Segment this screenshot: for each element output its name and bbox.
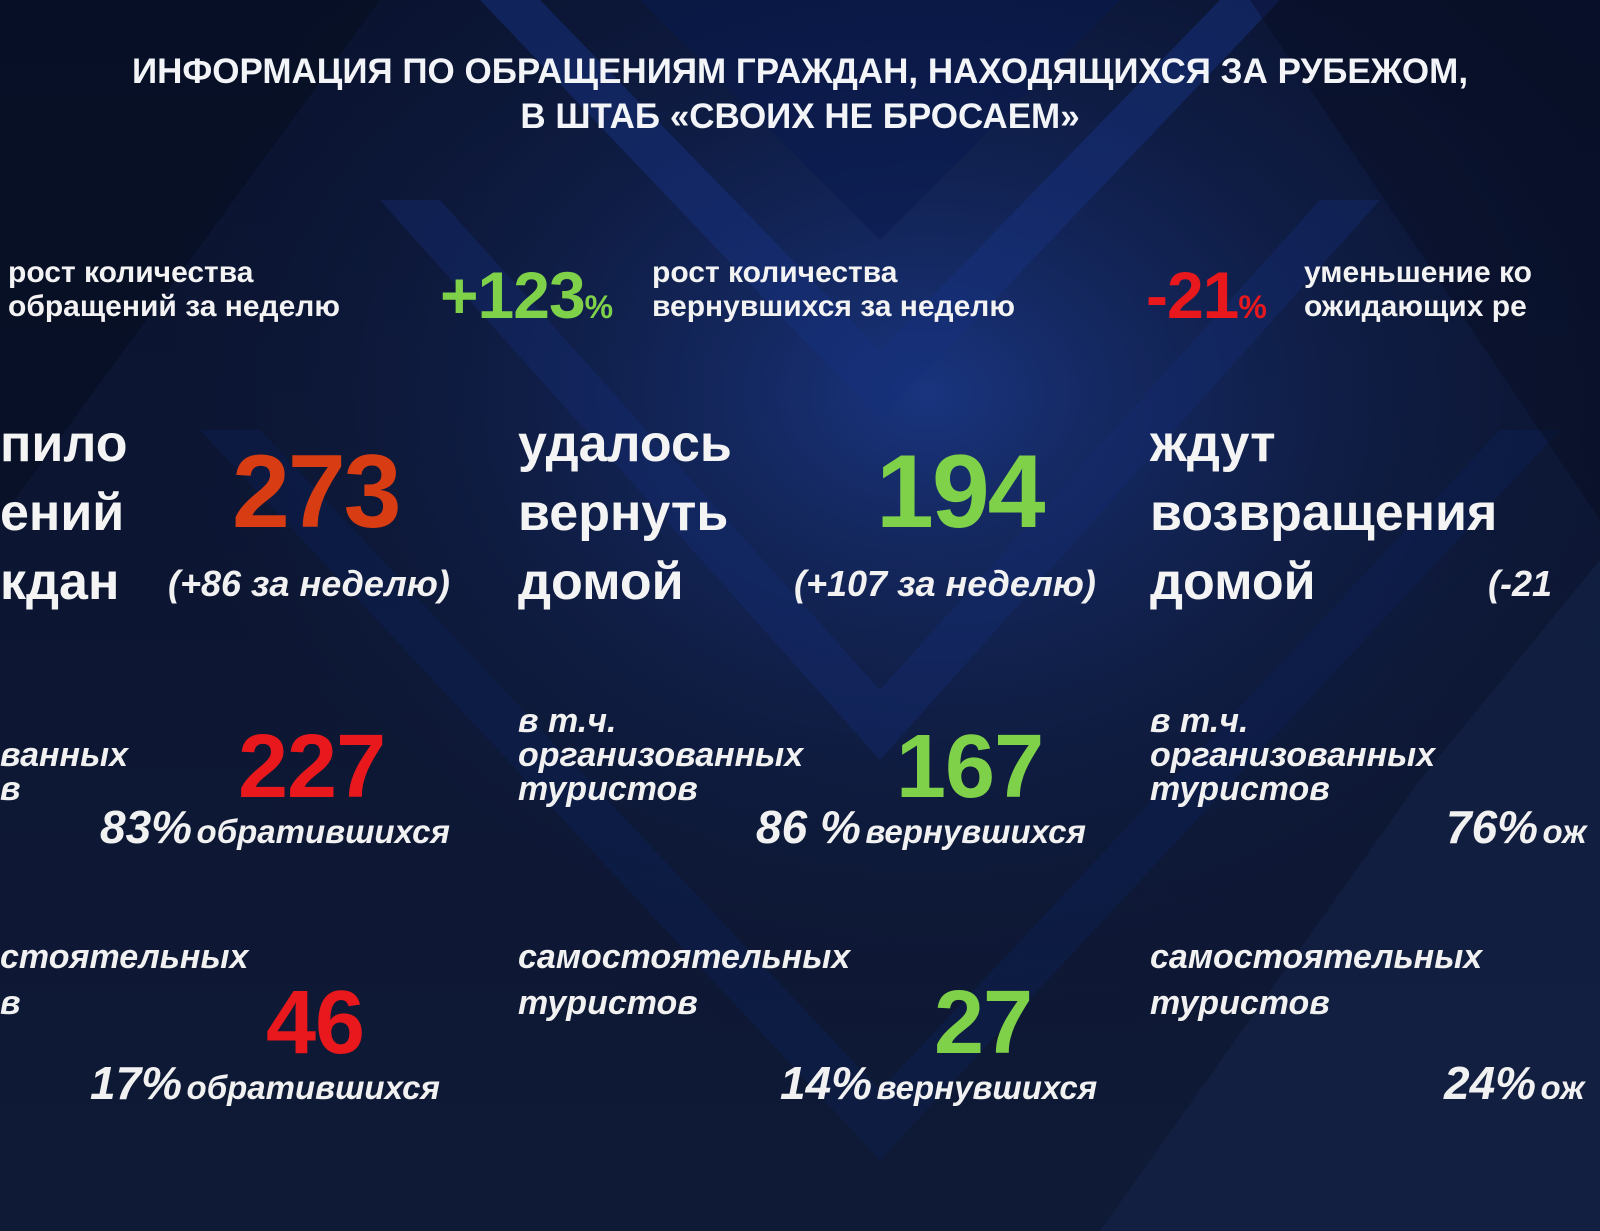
appeals-organized-percent: 83% обратившихся — [100, 801, 450, 853]
returned-organized-percent: 86 % вернувшихся — [756, 801, 1086, 853]
appeals-organized-value: 227 — [238, 717, 386, 817]
appeals-independent-percent: 17% обратившихся — [90, 1057, 440, 1109]
returned-independent-percent: 14% вернувшихся — [780, 1057, 1098, 1109]
waiting-weekly: (-21 — [1488, 563, 1553, 604]
decrease-waiting-value: -21% — [1146, 258, 1267, 332]
waiting-independent-label: самостоятельных туристов — [1150, 938, 1483, 1022]
returned-weekly: (+107 за неделю) — [794, 563, 1096, 604]
appeals-total: 273 — [232, 434, 402, 550]
appeals-label-line-1: пило — [0, 415, 128, 473]
waiting-label-line-3: домой — [1150, 553, 1316, 611]
returned-organized-value: 167 — [896, 717, 1044, 817]
appeals-label-line-2: ений — [0, 484, 125, 542]
page-title-line-2: В ШТАБ «СВОИХ НЕ БРОСАЕМ» — [520, 97, 1080, 136]
waiting-organized-percent: 76% ож — [1446, 801, 1587, 853]
waiting-organized-label: в т.ч. организованных туристов — [1150, 702, 1436, 808]
appeals-organized-label: ванных в — [0, 736, 129, 808]
growth-returned-value: +123% — [440, 258, 614, 332]
growth-label-appeals: рост количества обращений за неделю — [8, 256, 340, 323]
page-title-line-1: ИНФОРМАЦИЯ ПО ОБРАЩЕНИЯМ ГРАЖДАН, НАХОДЯ… — [131, 52, 1469, 91]
returned-label-line-1: удалось — [518, 415, 732, 473]
appeals-independent-value: 46 — [266, 973, 365, 1073]
waiting-label-line-2: возвращения — [1150, 484, 1498, 542]
returned-independent-label: самостоятельных туристов — [518, 938, 851, 1022]
returned-independent-value: 27 — [934, 973, 1033, 1073]
appeals-weekly: (+86 за неделю) — [168, 563, 450, 604]
appeals-independent-label: стоятельных в — [0, 938, 249, 1022]
returned-label-line-3: домой — [518, 553, 684, 611]
growth-label-returned: рост количества вернувшихся за неделю — [652, 256, 1015, 323]
returned-label-line-2: вернуть — [518, 484, 729, 542]
waiting-independent-percent: 24% ож — [1444, 1057, 1585, 1109]
waiting-label-line-1: ждут — [1150, 415, 1276, 473]
appeals-label-line-3: кдан — [0, 553, 120, 611]
returned-organized-label: в т.ч. организованных туристов — [518, 702, 804, 808]
decrease-label-waiting: уменьшение ко ожидающих ре — [1304, 256, 1532, 323]
returned-total: 194 — [876, 434, 1046, 550]
